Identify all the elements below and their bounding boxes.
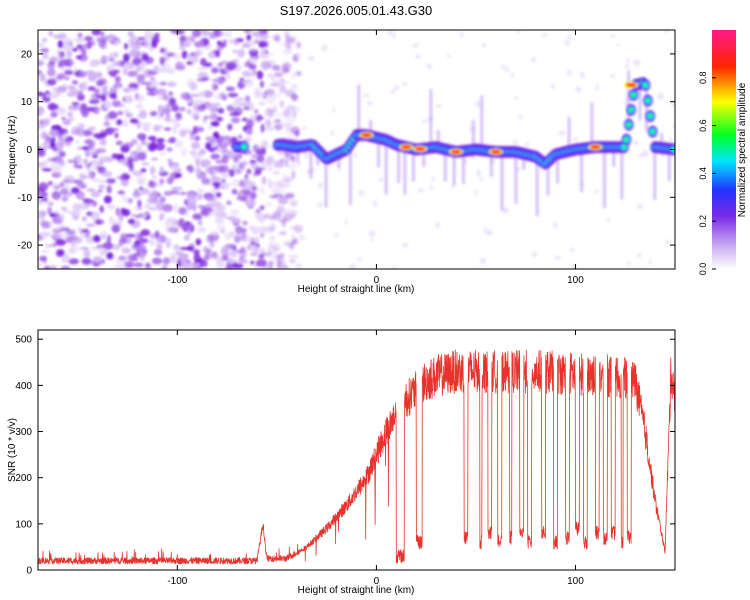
spectrogram-ytick-label: 10 <box>21 97 33 108</box>
spectrogram-ytick-label: 20 <box>21 49 33 60</box>
spectrogram-xlabel: Height of straight line (km) <box>298 284 415 295</box>
colorbar-ticks: 0.0 0.2 0.4 0.6 0.8 <box>698 72 716 276</box>
figure-title: S197.2026.005.01.43.G30 <box>280 3 433 18</box>
snr-ytick-label: 400 <box>15 381 32 392</box>
snr-frame <box>37 329 676 571</box>
colorbar-tick-label: 0.2 <box>698 215 708 228</box>
snr-ytick-label: 500 <box>15 335 32 346</box>
colorbar-tick-label: 0.8 <box>698 72 708 85</box>
colorbar-label: Normalized spectral amplitude <box>737 82 748 217</box>
noise-speckle <box>38 30 303 269</box>
spectrogram-ytick-label: -20 <box>18 241 33 252</box>
snr-xtick-label: 0 <box>374 576 380 587</box>
spectrogram-ytick-label: -10 <box>18 193 33 204</box>
snr-axes: -100 0 100 0 100 200 300 400 500 <box>15 330 675 587</box>
ridge-track <box>232 77 675 170</box>
ridge-streaks <box>285 70 671 217</box>
snr-ytick-label: 200 <box>15 473 32 484</box>
snr-xlabel: Height of straight line (km) <box>298 585 415 596</box>
snr-panel: -100 0 100 0 100 200 300 400 500 Height of strai… <box>7 329 676 596</box>
snr-ylabel: SNR (10 * v/v) <box>7 418 18 482</box>
spectrogram-xtick-label: 100 <box>567 275 584 286</box>
snr-ytick-label: 0 <box>26 566 32 577</box>
colorbar-tick-label: 0.0 <box>698 263 708 276</box>
spectrogram-ylabel: Frequency (Hz) <box>7 116 18 185</box>
spectrogram-heatmap <box>38 30 675 269</box>
faint-speckle <box>285 30 675 269</box>
snr-xtick-label: 100 <box>567 576 584 587</box>
colorbar-tick-label: 0.6 <box>698 119 708 132</box>
spectrogram-xtick-label: 0 <box>374 275 380 286</box>
snr-xtick-label: -100 <box>167 576 187 587</box>
snr-ytick-label: 100 <box>15 519 32 530</box>
colorbar: 0.0 0.2 0.4 0.6 0.8 Normalized spectral ampl… <box>698 30 748 275</box>
colorbar-tick-label: 0.4 <box>698 167 708 180</box>
spectrogram-xtick-label: -100 <box>167 275 187 286</box>
spectrogram-ytick-label: 0 <box>26 145 32 156</box>
snr-ytick-label: 300 <box>15 427 32 438</box>
snr-line <box>38 349 675 565</box>
colorbar-gradient <box>712 30 736 269</box>
